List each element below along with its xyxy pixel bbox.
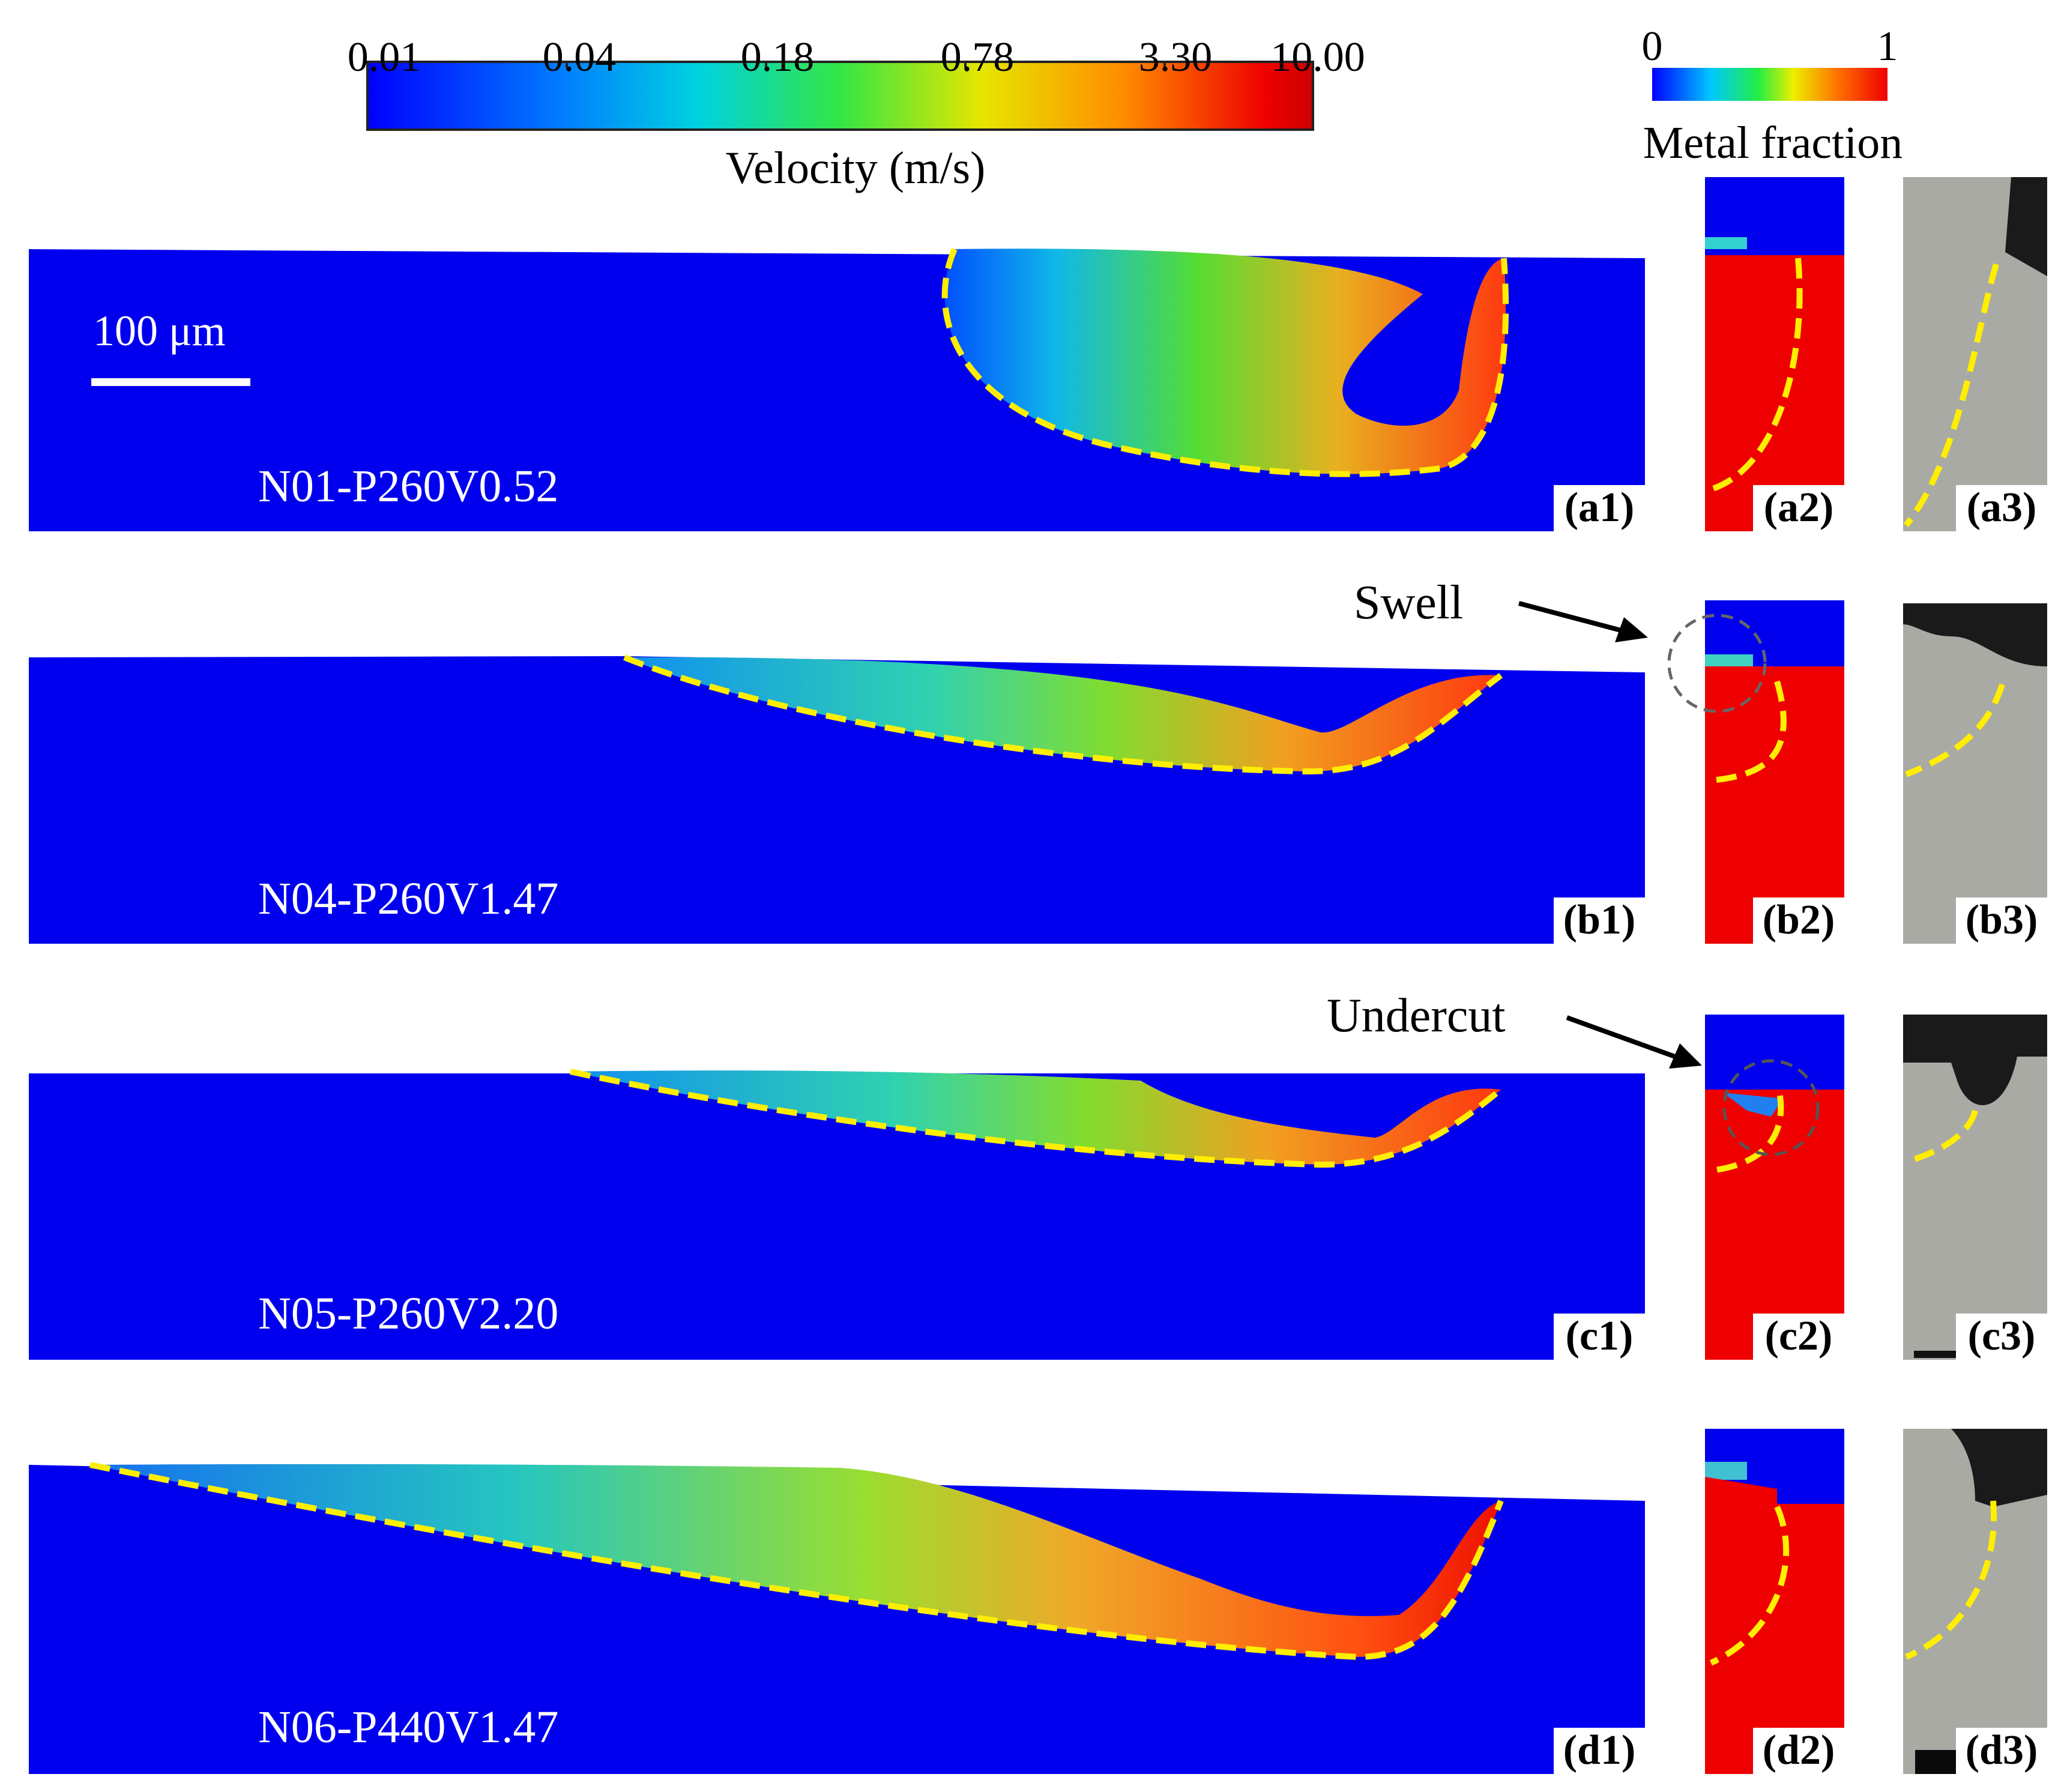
metal-fraction-max-label: 1 [1877, 23, 1898, 70]
velocity-panel-c1: N05-P260V2.20 (c1) [29, 1069, 1645, 1360]
row-a: 100 μm N01-P260V0.52 (a1) (a2) (a3) [29, 177, 2047, 531]
panel-label: (c1) [1566, 1313, 1634, 1359]
case-label: N04-P260V1.47 [258, 873, 558, 924]
scale-bar-label: 100 μm [93, 307, 226, 355]
metal-fraction-colorbar: 0 1 Metal fraction [1642, 23, 1903, 168]
panel-label-box [1554, 898, 1645, 944]
metal-fraction-panel-c2: (c2) [1705, 1015, 1844, 1360]
micrograph-scale-bar [1914, 1351, 1956, 1358]
micrograph-background [1903, 603, 2047, 666]
panel-label: (b1) [1563, 897, 1636, 943]
panel-label-box [1753, 1314, 1844, 1360]
micrograph-background [1903, 177, 2047, 276]
panel-label: (c3) [1968, 1313, 2036, 1359]
velocity-tick-label: 0.18 [741, 34, 815, 80]
undercut-arrow-line [1566, 1015, 1676, 1059]
velocity-tick-label: 0.78 [941, 34, 1015, 80]
micrograph-panel-c3: (c3) [1903, 1015, 2047, 1360]
melt-pool [570, 1070, 1501, 1165]
micrograph-panel-b3: (b3) [1903, 603, 2047, 944]
velocity-colorbar-gradient [366, 61, 1314, 131]
gas-region [1705, 1015, 1844, 1093]
case-label: N06-P440V1.47 [258, 1702, 558, 1752]
panel-label: (d1) [1563, 1727, 1636, 1773]
panel-label: (d3) [1966, 1727, 2038, 1773]
panel-label-box [1956, 898, 2047, 944]
undercut-arrow-head [1669, 1043, 1702, 1069]
velocity-colorbar-label: Velocity (m/s) [726, 143, 986, 193]
panel-label-box [1753, 485, 1844, 531]
metal-fraction-panel-a2: (a2) [1705, 177, 1844, 531]
case-label: N01-P260V0.52 [258, 461, 558, 511]
metal-fraction-label: Metal fraction [1643, 118, 1903, 168]
fusion-boundary [1709, 1505, 1790, 1666]
undercut-region [1723, 1093, 1783, 1117]
swell-circle [1667, 614, 1767, 713]
fusion-boundary [1710, 258, 1803, 492]
melt-pool [624, 657, 1501, 771]
melt-bulge [1705, 1477, 1777, 1504]
velocity-tick-label: 0.04 [543, 34, 617, 80]
fusion-boundary [569, 1069, 1503, 1168]
metal-fraction-panel-d2: (d2) [1705, 1429, 1844, 1774]
fusion-boundary [1905, 683, 2005, 777]
micrograph-background [1951, 1429, 2047, 1507]
panel-label-box [1554, 1728, 1645, 1774]
panel-label: (b3) [1966, 897, 2038, 943]
row-b: N04-P260V1.47 (b1) (b2) (b3) [29, 600, 2047, 944]
scale-bar [91, 378, 250, 386]
panel-label: (a3) [1967, 484, 2037, 531]
row-c: N05-P260V2.20 (c1) (c2) (c3) [29, 1015, 2047, 1360]
fusion-boundary [1710, 1095, 1784, 1174]
melt-pool [90, 1464, 1501, 1657]
metal-fraction-min-label: 0 [1642, 23, 1663, 70]
row-d: N06-P440V1.47 (d1) (d2) (d3) [29, 1429, 2047, 1774]
metal-fraction-panel-b2: (b2) [1667, 600, 1844, 944]
panel-label-box [1956, 1314, 2047, 1360]
swell-arrow-line [1518, 601, 1622, 633]
panel-label-box [1956, 1728, 2047, 1774]
fusion-boundary [1905, 1500, 1997, 1660]
fusion-boundary [941, 248, 1509, 477]
fusion-boundary [1905, 1109, 1978, 1165]
panel-label: (c2) [1765, 1313, 1833, 1359]
panel-label: (d2) [1763, 1727, 1835, 1773]
panel-label-box [1956, 485, 2047, 531]
metal-fraction-gradient [1652, 68, 1887, 101]
case-label: N05-P260V2.20 [258, 1288, 558, 1339]
panel-label: (a2) [1764, 484, 1834, 531]
fusion-boundary [1710, 680, 1787, 783]
velocity-tick-label: 3.30 [1139, 34, 1213, 80]
undercut-annotation: Undercut [1327, 989, 1702, 1069]
velocity-panel-a1: 100 μm N01-P260V0.52 (a1) [29, 248, 1645, 531]
velocity-colorbar: 0.01 0.04 0.18 0.78 3.30 10.00 Velocity … [348, 34, 1365, 193]
velocity-panel-d1: N06-P440V1.47 (d1) [29, 1462, 1645, 1774]
micrograph-scale-bar [1915, 1750, 1957, 1774]
velocity-tick-label: 10.00 [1270, 34, 1365, 80]
substrate [29, 1465, 1645, 1774]
velocity-tick-label: 0.01 [348, 34, 421, 80]
swell-region [1705, 668, 1750, 681]
undercut-label: Undercut [1327, 989, 1506, 1042]
fusion-boundary [1904, 263, 1999, 528]
panel-label-box [1753, 1728, 1844, 1774]
swell-annotation: Swell [1354, 576, 1648, 642]
panel-label-box [1753, 898, 1844, 944]
micrograph-panel-d3: (d3) [1903, 1429, 2047, 1774]
micrograph-background [1903, 1015, 2047, 1105]
melt-pool [944, 249, 1506, 474]
panel-label-box [1554, 485, 1645, 531]
panel-label-box [1554, 1314, 1645, 1360]
micrograph-panel-a3: (a3) [1903, 177, 2047, 531]
panel-label: (a1) [1565, 484, 1635, 531]
undercut-circle [1722, 1059, 1820, 1156]
interface-cells [1705, 237, 1747, 249]
panel-label: (b2) [1763, 897, 1835, 943]
swell-arrow-head [1615, 617, 1648, 642]
velocity-panel-b1: N04-P260V1.47 (b1) [29, 654, 1645, 944]
interface-cells [1705, 1462, 1747, 1480]
swell-label: Swell [1354, 576, 1463, 629]
fusion-boundary [623, 654, 1503, 775]
